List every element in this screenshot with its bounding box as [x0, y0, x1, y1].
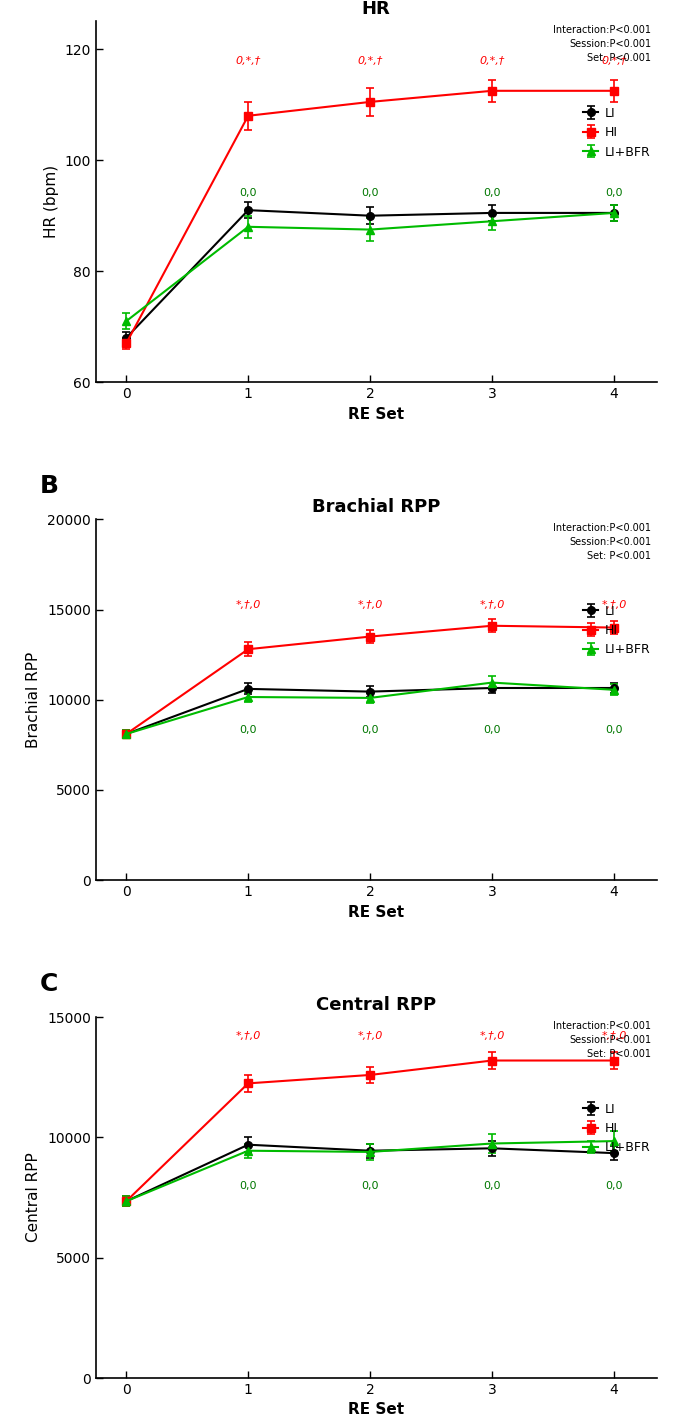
Text: *,†,0: *,†,0 — [358, 600, 383, 610]
Text: *,†,0: *,†,0 — [479, 1031, 505, 1041]
Text: *,†,0: *,†,0 — [601, 1031, 627, 1041]
Text: *,†,0: *,†,0 — [479, 600, 505, 610]
Text: 0,0: 0,0 — [239, 1181, 257, 1191]
Text: 0,0: 0,0 — [484, 188, 501, 198]
Text: 0,0: 0,0 — [239, 725, 257, 735]
Legend: LI, HI, LI+BFR: LI, HI, LI+BFR — [583, 605, 650, 657]
Legend: LI, HI, LI+BFR: LI, HI, LI+BFR — [583, 107, 650, 159]
Text: *,†,0: *,†,0 — [235, 600, 261, 610]
Text: 0,0: 0,0 — [605, 188, 622, 198]
Text: *,†,0: *,†,0 — [358, 1031, 383, 1041]
Title: Brachial RPP: Brachial RPP — [312, 498, 440, 517]
Text: 0,0: 0,0 — [605, 725, 622, 735]
Text: 0,0: 0,0 — [484, 725, 501, 735]
X-axis label: RE Set: RE Set — [348, 1402, 404, 1418]
X-axis label: RE Set: RE Set — [348, 904, 404, 920]
Text: Interaction:P<0.001
Session:P<0.001
Set: P<0.001: Interaction:P<0.001 Session:P<0.001 Set:… — [553, 26, 651, 63]
Y-axis label: Brachial RPP: Brachial RPP — [27, 651, 42, 748]
Text: 0,*,†: 0,*,† — [601, 56, 627, 66]
Text: 0,0: 0,0 — [239, 188, 257, 198]
Y-axis label: HR (bpm): HR (bpm) — [44, 166, 59, 238]
Text: 0,*,†: 0,*,† — [235, 56, 261, 66]
Text: 0,0: 0,0 — [605, 1181, 622, 1191]
Text: C: C — [40, 971, 58, 995]
Y-axis label: Central RPP: Central RPP — [27, 1152, 42, 1242]
Title: Central RPP: Central RPP — [316, 997, 436, 1014]
Text: *,†,0: *,†,0 — [235, 1031, 261, 1041]
Text: 0,*,†: 0,*,† — [358, 56, 383, 66]
Title: HR: HR — [362, 0, 391, 19]
Text: 0,*,†: 0,*,† — [479, 56, 505, 66]
Text: 0,0: 0,0 — [361, 1181, 379, 1191]
Text: B: B — [40, 474, 59, 498]
X-axis label: RE Set: RE Set — [348, 407, 404, 421]
Text: 0,0: 0,0 — [361, 725, 379, 735]
Text: *,†,0: *,†,0 — [601, 600, 627, 610]
Text: 0,0: 0,0 — [361, 188, 379, 198]
Legend: LI, HI, LI+BFR: LI, HI, LI+BFR — [583, 1102, 650, 1154]
Text: Interaction:P<0.001
Session:P<0.001
Set: P<0.001: Interaction:P<0.001 Session:P<0.001 Set:… — [553, 1021, 651, 1058]
Text: Interaction:P<0.001
Session:P<0.001
Set: P<0.001: Interaction:P<0.001 Session:P<0.001 Set:… — [553, 523, 651, 561]
Text: 0,0: 0,0 — [484, 1181, 501, 1191]
